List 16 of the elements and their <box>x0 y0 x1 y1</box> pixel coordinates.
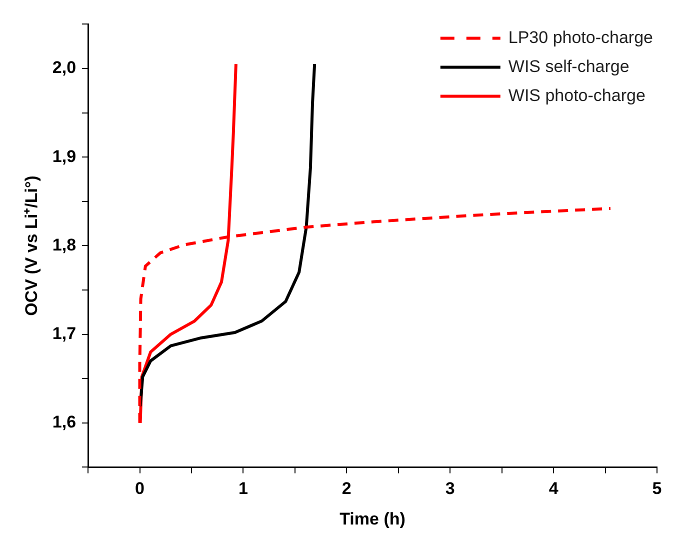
y-tick-label: 2,0 <box>52 58 76 78</box>
x-axis-title: Time (h) <box>340 509 406 528</box>
legend-label: WIS self-charge <box>508 56 630 76</box>
x-tick-label: 5 <box>652 479 662 498</box>
x-tick-label: 3 <box>445 479 455 498</box>
y-tick-label: 1,9 <box>52 146 76 166</box>
legend-label: WIS photo-charge <box>508 86 646 105</box>
y-tick-label: 1,8 <box>52 235 76 254</box>
legend-label: LP30 photo-charge <box>508 28 653 47</box>
x-tick-label: 4 <box>548 479 559 498</box>
x-tick-label: 0 <box>135 479 144 498</box>
y-axis-title: OCV (V vs Li⁺/Li°) <box>22 176 41 316</box>
x-tick-label: 1 <box>238 479 248 498</box>
y-tick-label: 1,6 <box>52 412 76 432</box>
y-tick-label: 1,7 <box>52 324 76 343</box>
x-tick-label: 2 <box>342 479 352 498</box>
